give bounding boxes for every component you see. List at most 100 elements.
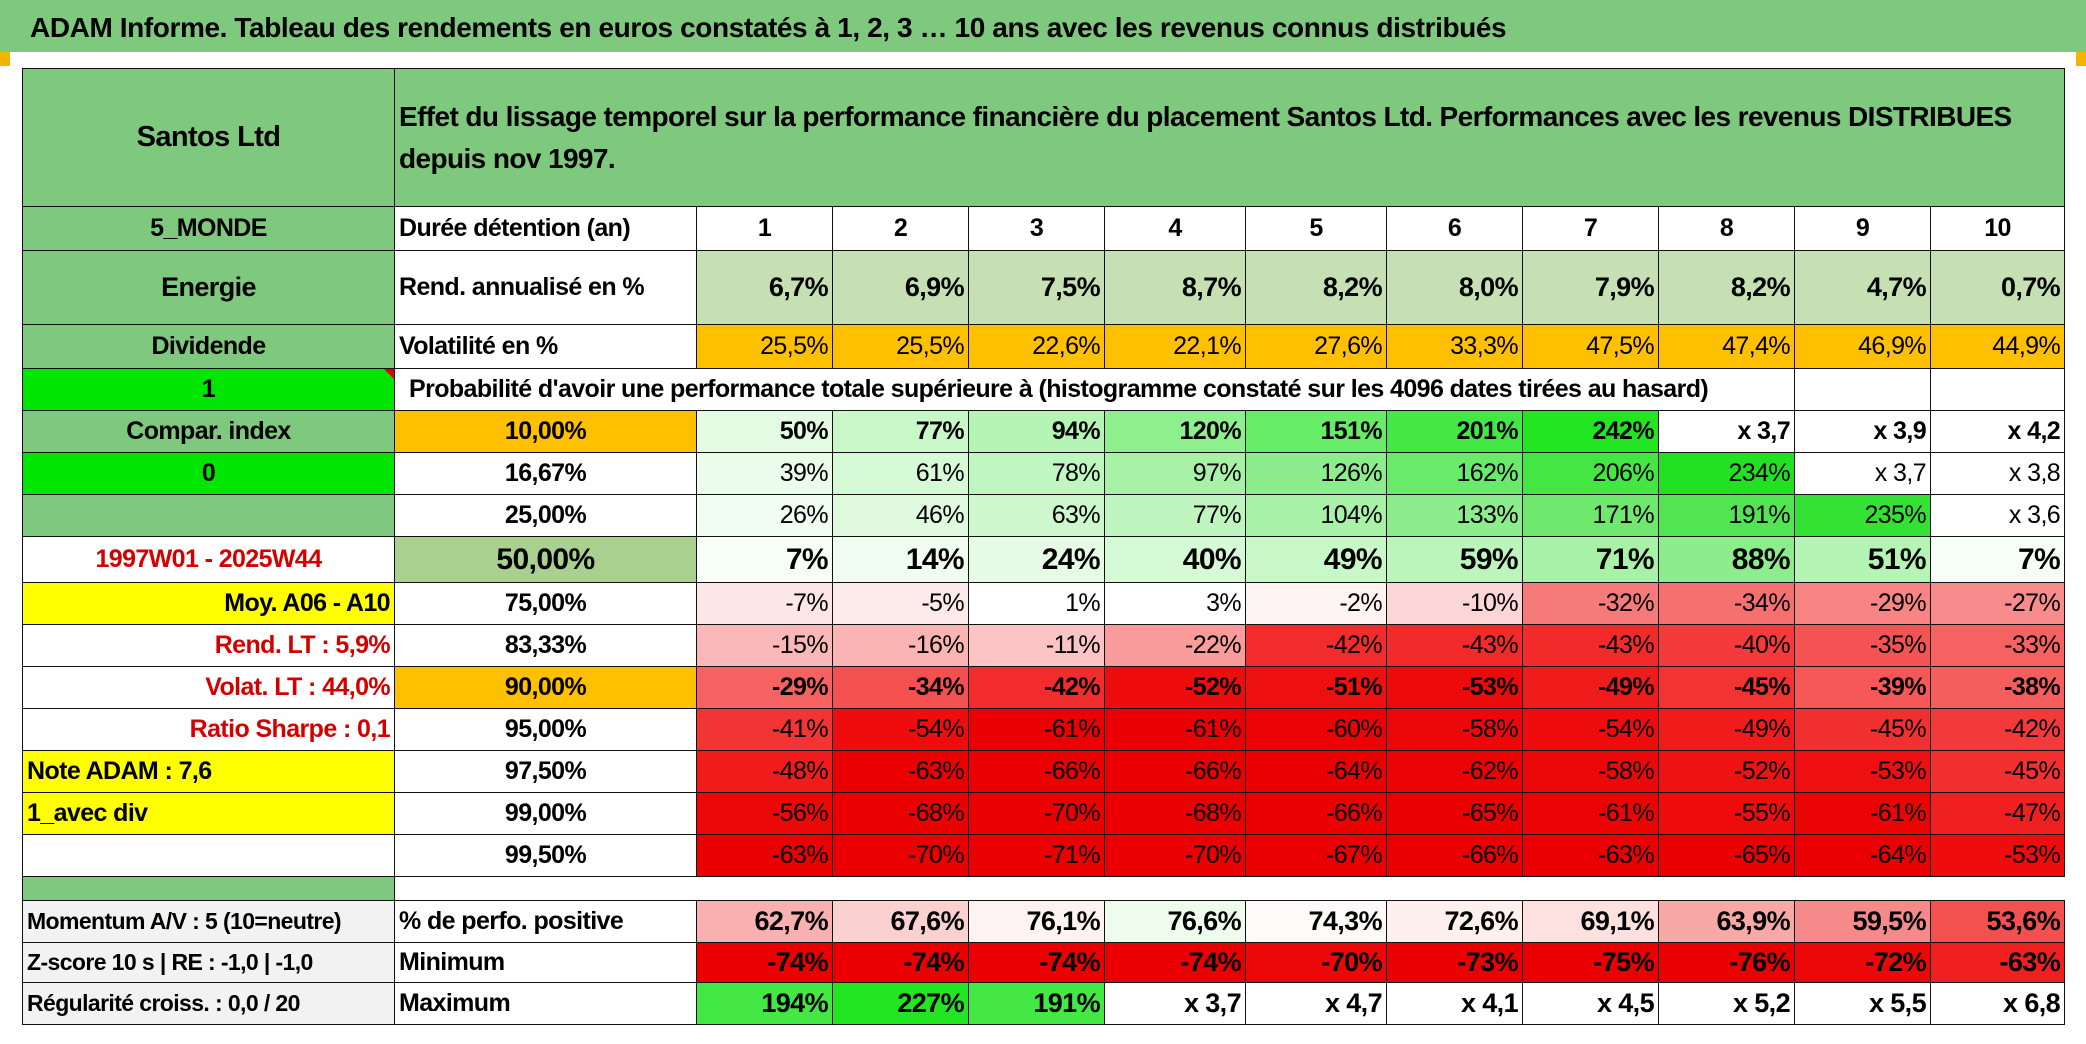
minimum-label: Minimum bbox=[394, 942, 697, 983]
probability-value: -55% bbox=[1658, 792, 1795, 835]
maximum-value: x 4,5 bbox=[1522, 982, 1659, 1025]
volat-value: 44,9% bbox=[1929, 324, 2066, 369]
probability-value: -64% bbox=[1245, 750, 1387, 793]
probability-threshold: 99,50% bbox=[394, 834, 697, 877]
rend-value: 8,0% bbox=[1386, 250, 1523, 325]
volat-value: 22,1% bbox=[1104, 324, 1246, 369]
minimum-value: -73% bbox=[1386, 942, 1523, 983]
probability-value: -53% bbox=[1386, 666, 1523, 709]
probability-value: -51% bbox=[1245, 666, 1387, 709]
proba-row: Ratio Sharpe : 0,1 95,00% -41% -54% -61% -61%… bbox=[22, 708, 2066, 751]
year-header: 8 bbox=[1658, 206, 1795, 251]
minimum-value: -74% bbox=[1104, 942, 1246, 983]
probability-value: 78% bbox=[968, 452, 1105, 495]
maximum-value: 227% bbox=[832, 982, 969, 1025]
probability-value: 26% bbox=[696, 494, 833, 537]
probability-value: 151% bbox=[1245, 410, 1387, 453]
probability-value: -10% bbox=[1386, 582, 1523, 625]
probability-value: x 3,7 bbox=[1794, 452, 1931, 495]
duration-label: Durée détention (an) bbox=[394, 206, 697, 251]
probability-value: -49% bbox=[1522, 666, 1659, 709]
sector-label: Energie bbox=[22, 250, 395, 325]
maximum-value: 191% bbox=[968, 982, 1105, 1025]
probability-value: -62% bbox=[1386, 750, 1523, 793]
minimum-row: Z-score 10 s | RE : -1,0 | -1,0 Minimum -7… bbox=[22, 942, 2066, 983]
probability-value: -61% bbox=[1794, 792, 1931, 835]
minimum-value: -74% bbox=[696, 942, 833, 983]
proba-row: Moy. A06 - A10 75,00% -7% -5% 1% 3% -2% -10% -32… bbox=[22, 582, 2066, 625]
probability-value: 14% bbox=[832, 536, 969, 583]
probability-value: -15% bbox=[696, 624, 833, 667]
probability-value: -71% bbox=[968, 834, 1105, 877]
probability-value: 7% bbox=[1929, 536, 2066, 583]
positive-value: 74,3% bbox=[1245, 900, 1387, 943]
volat-value: 46,9% bbox=[1794, 324, 1931, 369]
spacer-blank bbox=[394, 876, 2065, 901]
proba-header-row: 1 Probabilité d'avoir une performance tot… bbox=[22, 368, 2066, 411]
probability-value: -68% bbox=[1104, 792, 1246, 835]
probability-value: -38% bbox=[1929, 666, 2066, 709]
probability-value: 242% bbox=[1522, 410, 1659, 453]
probability-value: 59% bbox=[1386, 536, 1523, 583]
proba-row: Note ADAM : 7,6 97,50% -48% -63% -66% -66% -64… bbox=[22, 750, 2066, 793]
maximum-value: x 5,2 bbox=[1658, 982, 1795, 1025]
probability-value: -61% bbox=[1522, 792, 1659, 835]
probability-value: 201% bbox=[1386, 410, 1523, 453]
left-info-cell: 1997W01 - 2025W44 bbox=[22, 536, 395, 583]
probability-threshold: 90,00% bbox=[394, 666, 697, 709]
positive-value: 59,5% bbox=[1794, 900, 1931, 943]
maximum-value: x 6,8 bbox=[1929, 982, 2066, 1025]
probability-value: -56% bbox=[696, 792, 833, 835]
probability-value: -42% bbox=[1929, 708, 2066, 751]
probability-value: 40% bbox=[1104, 536, 1246, 583]
year-header: 6 bbox=[1386, 206, 1523, 251]
probability-value: 235% bbox=[1794, 494, 1931, 537]
probability-value: -61% bbox=[1104, 708, 1246, 751]
probability-value: 77% bbox=[832, 410, 969, 453]
probability-value: x 4,2 bbox=[1929, 410, 2066, 453]
probability-value: -52% bbox=[1104, 666, 1246, 709]
probability-value: -34% bbox=[1658, 582, 1795, 625]
probability-value: -66% bbox=[1104, 750, 1246, 793]
year-header: 1 bbox=[696, 206, 833, 251]
probability-value: -7% bbox=[696, 582, 833, 625]
probability-value: 133% bbox=[1386, 494, 1523, 537]
proba-row: 1_avec div 99,00% -56% -68% -70% -68% -66% -65%… bbox=[22, 792, 2066, 835]
probability-value: -66% bbox=[1245, 792, 1387, 835]
positive-value: 76,1% bbox=[968, 900, 1105, 943]
year-header: 10 bbox=[1929, 206, 2066, 251]
rend-value: 8,7% bbox=[1104, 250, 1246, 325]
left-info-cell bbox=[22, 494, 395, 537]
left-info-cell bbox=[22, 834, 395, 877]
probability-value: -11% bbox=[968, 624, 1105, 667]
probability-value: x 3,6 bbox=[1929, 494, 2066, 537]
positive-label: % de perfo. positive bbox=[394, 900, 697, 943]
volat-row: Dividende Volatilité en % 25,5% 25,5% 22,6% 2… bbox=[22, 324, 2066, 369]
probability-value: -60% bbox=[1245, 708, 1387, 751]
probability-value: -70% bbox=[832, 834, 969, 877]
probability-value: -29% bbox=[1794, 582, 1931, 625]
probability-value: -41% bbox=[696, 708, 833, 751]
empty-cell bbox=[1929, 368, 2066, 411]
probability-threshold: 83,33% bbox=[394, 624, 697, 667]
minimum-value: -74% bbox=[832, 942, 969, 983]
probability-value: -65% bbox=[1386, 792, 1523, 835]
maximum-value: x 3,7 bbox=[1104, 982, 1246, 1025]
probability-value: -40% bbox=[1658, 624, 1795, 667]
minimum-value: -63% bbox=[1929, 942, 2066, 983]
maximum-label: Maximum bbox=[394, 982, 697, 1025]
probability-value: -47% bbox=[1929, 792, 2066, 835]
left-info-cell: 0 bbox=[22, 452, 395, 495]
probability-value: -45% bbox=[1658, 666, 1795, 709]
regularite-label: Régularité croiss. : 0,0 / 20 bbox=[22, 982, 395, 1025]
probability-value: -66% bbox=[1386, 834, 1523, 877]
probability-value: 49% bbox=[1245, 536, 1387, 583]
probability-value: 71% bbox=[1522, 536, 1659, 583]
flag-one: 1 bbox=[22, 368, 395, 411]
probability-value: -35% bbox=[1794, 624, 1931, 667]
positive-value: 62,7% bbox=[696, 900, 833, 943]
rend-value: 6,7% bbox=[696, 250, 833, 325]
volat-value: 25,5% bbox=[832, 324, 969, 369]
probability-value: 94% bbox=[968, 410, 1105, 453]
probability-value: -29% bbox=[696, 666, 833, 709]
